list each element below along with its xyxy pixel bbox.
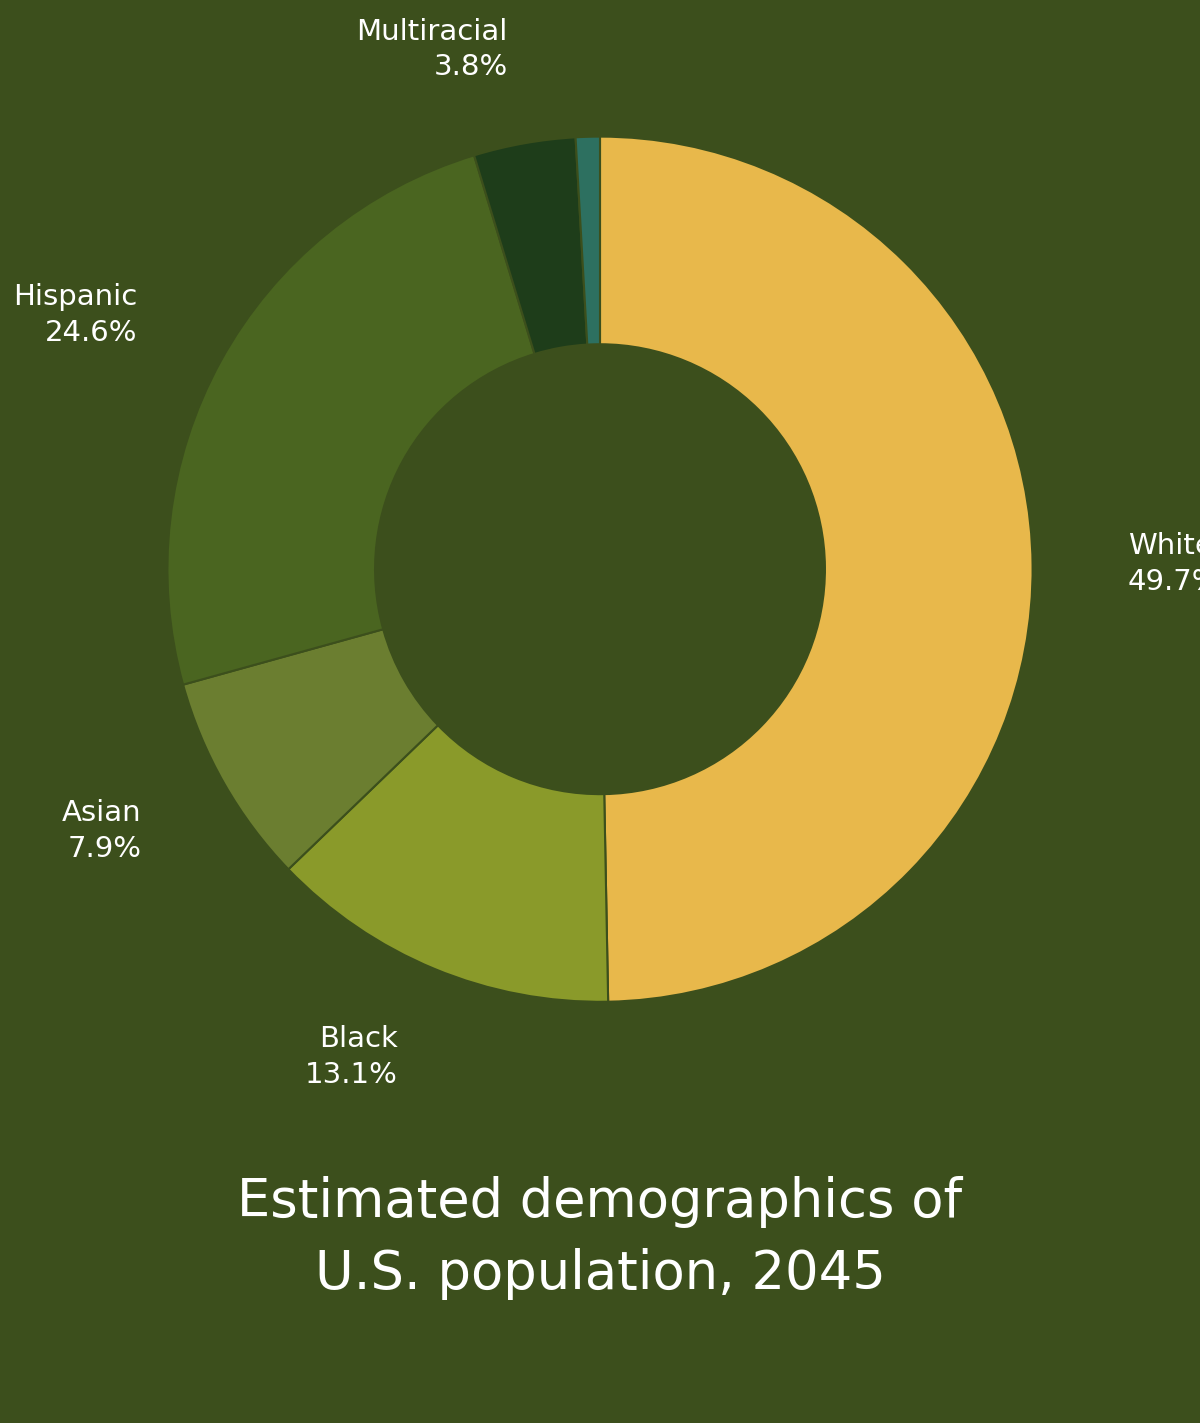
Text: Multiracial
3.8%: Multiracial 3.8% [356,17,508,81]
Wedge shape [600,137,1032,1002]
Text: Black
13.1%: Black 13.1% [305,1025,398,1089]
Text: Hispanic
24.6%: Hispanic 24.6% [13,283,138,347]
Text: White
49.7%: White 49.7% [1128,532,1200,596]
Wedge shape [576,137,600,344]
Wedge shape [168,155,534,684]
Wedge shape [288,726,608,1002]
Wedge shape [184,629,438,869]
Text: Estimated demographics of
U.S. population, 2045: Estimated demographics of U.S. populatio… [238,1175,962,1301]
Text: Asian
7.9%: Asian 7.9% [62,798,142,862]
Wedge shape [474,137,587,354]
